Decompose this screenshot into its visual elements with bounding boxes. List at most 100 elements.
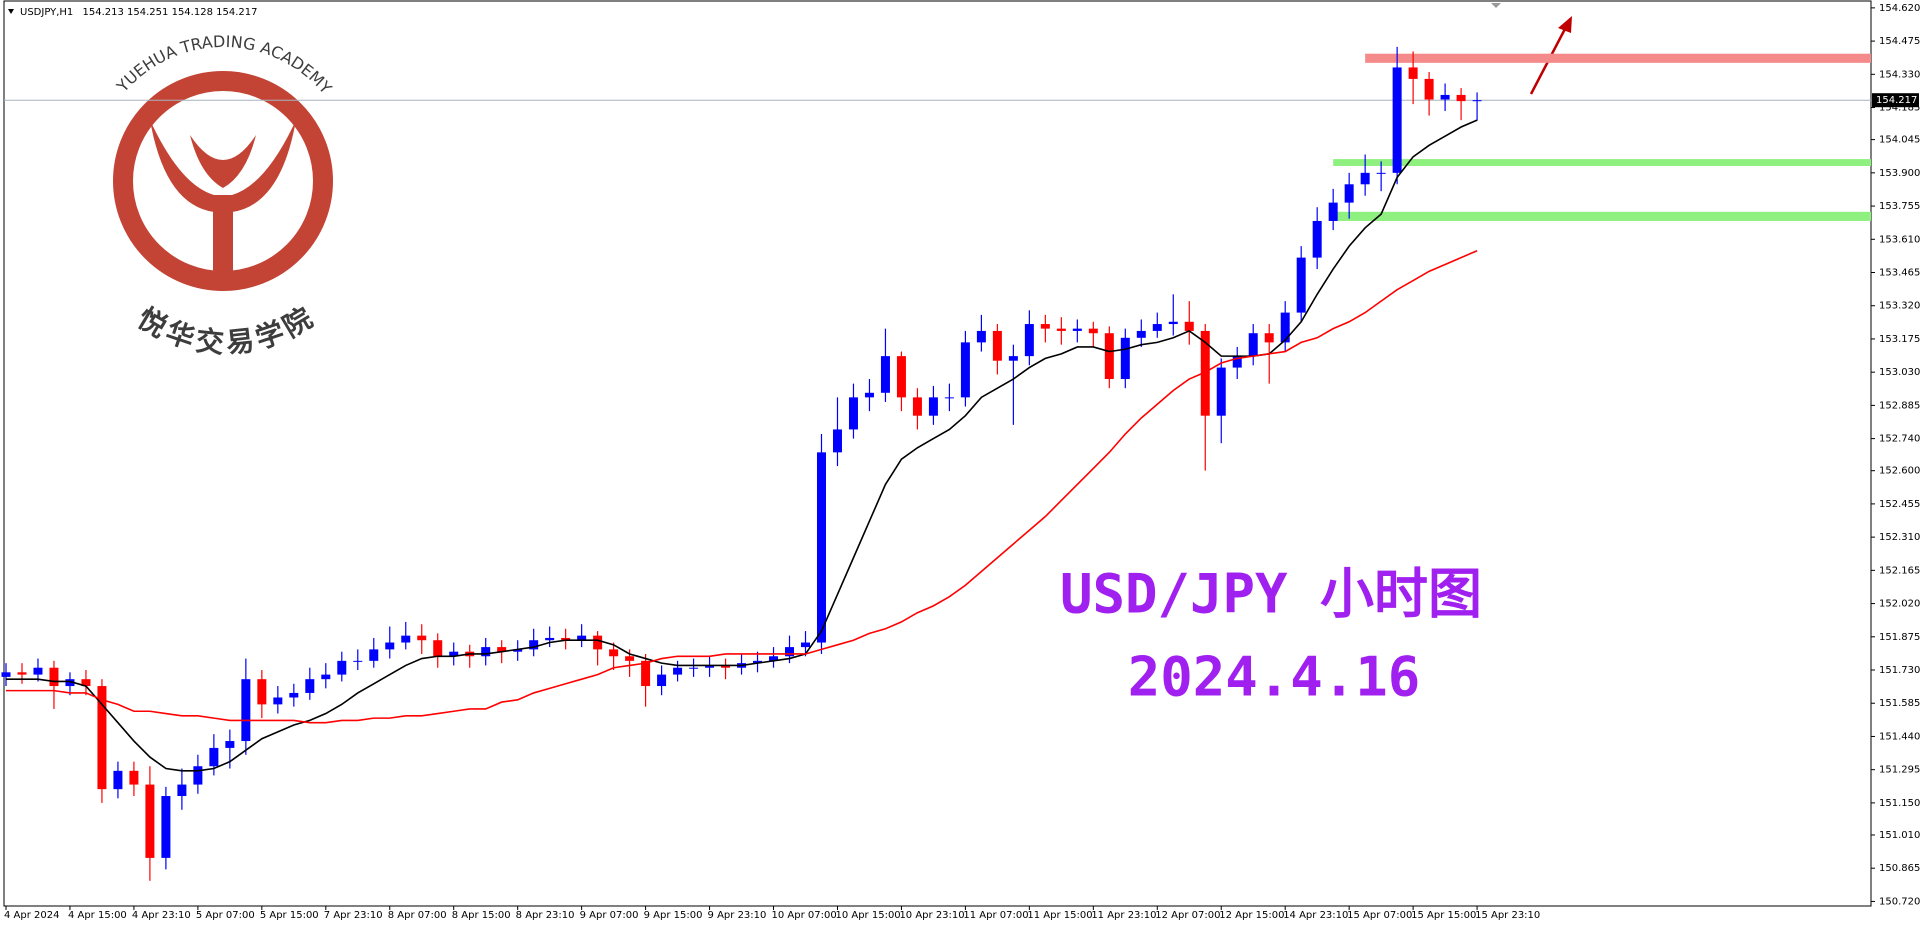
x-tick-label: 4 Apr 2024 (4, 910, 59, 921)
y-tick-label: 154.185 (1879, 103, 1920, 114)
candle-body (785, 647, 795, 657)
candle-body (97, 686, 107, 790)
candle-body (1312, 220, 1322, 258)
y-tick-label: 150.865 (1879, 863, 1920, 874)
candle-body (1056, 328, 1066, 331)
menu-triangle[interactable] (8, 9, 14, 14)
candle-body (433, 640, 443, 657)
y-tick-label: 152.020 (1879, 599, 1920, 610)
y-tick-label: 151.010 (1879, 830, 1920, 841)
candle-body (880, 356, 890, 393)
candle-body (273, 697, 283, 705)
x-tick-label: 5 Apr 07:00 (196, 910, 255, 921)
y-tick-label: 154.045 (1879, 135, 1920, 146)
y-tick-label: 152.740 (1879, 434, 1920, 445)
zone (1333, 211, 1871, 221)
x-tick-label: 7 Apr 23:10 (324, 910, 383, 921)
y-tick-label: 151.440 (1879, 731, 1920, 742)
candle-body (561, 637, 571, 641)
candle-body (960, 342, 970, 398)
candle-body (801, 642, 810, 648)
candle-body (65, 679, 75, 687)
logo-wing (150, 120, 214, 212)
candle-body (832, 429, 842, 453)
candle-body (1200, 330, 1210, 416)
x-tick-label: 15 Apr 07:00 (1347, 910, 1412, 921)
candle-body (369, 649, 379, 661)
x-tick-label: 4 Apr 23:10 (132, 910, 191, 921)
candle-body (241, 679, 251, 742)
candle-body (113, 770, 123, 790)
candle-body (944, 397, 954, 399)
candle-body (976, 330, 986, 343)
header-low: 154.128 (172, 7, 213, 18)
candle-body (657, 674, 667, 687)
y-tick-label: 151.150 (1879, 798, 1920, 809)
candle-body (1440, 94, 1450, 100)
candle-body (864, 392, 874, 398)
zone (1333, 159, 1871, 166)
y-tick-label: 154.330 (1879, 69, 1920, 80)
candle-body (1120, 337, 1130, 380)
candle-body (33, 667, 43, 675)
candle-body (449, 651, 459, 657)
header-open: 154.213 (82, 7, 123, 18)
y-tick-label: 153.320 (1879, 301, 1920, 312)
candle-body (225, 741, 235, 748)
candle-body (401, 635, 411, 643)
candle-body (417, 635, 427, 641)
candle-body (1216, 367, 1226, 416)
candle-body (912, 397, 922, 416)
candle-body (161, 796, 171, 858)
y-tick-label: 151.730 (1879, 665, 1920, 676)
candle-body (1232, 356, 1242, 368)
chart-title: USD/JPY 小时图 (1060, 563, 1482, 626)
candle-body (928, 397, 938, 416)
x-tick-label: 8 Apr 23:10 (516, 910, 575, 921)
candle-body (353, 660, 363, 662)
shift-marker (1491, 3, 1501, 8)
header: USDJPY,H1 154.213 154.251 154.128 154.21… (20, 7, 257, 18)
candle-body (1280, 312, 1290, 343)
y-tick-label: 153.465 (1879, 268, 1920, 279)
candle-body (481, 647, 491, 657)
y-tick-label: 153.755 (1879, 201, 1920, 212)
y-tick-label: 151.875 (1879, 632, 1920, 643)
y-tick-label: 152.165 (1879, 565, 1920, 576)
candle-body (753, 660, 763, 664)
x-tick-label: 9 Apr 07:00 (580, 910, 639, 921)
candle-body (848, 397, 858, 430)
y-tick-label: 153.030 (1879, 367, 1920, 378)
candle-body (1424, 78, 1434, 100)
candle-body (1104, 333, 1114, 380)
candle-body (529, 640, 539, 650)
x-tick-label: 15 Apr 15:00 (1411, 910, 1476, 921)
y-tick-label: 154.475 (1879, 36, 1920, 47)
candle-body (609, 649, 619, 657)
candle-body (1248, 333, 1258, 357)
candle-body (81, 679, 91, 687)
x-tick-label: 10 Apr 23:10 (899, 910, 964, 921)
x-tick-label: 9 Apr 15:00 (644, 910, 703, 921)
zones (1333, 53, 1871, 221)
y-tick-label: 152.455 (1879, 499, 1920, 510)
candle-body (1408, 67, 1418, 79)
candle-body (1264, 333, 1274, 343)
y-tick-label: 151.585 (1879, 698, 1920, 709)
x-tick-label: 9 Apr 23:10 (708, 910, 767, 921)
y-tick-label: 150.720 (1879, 896, 1920, 907)
candle-body (992, 330, 1002, 361)
x-tick-label: 8 Apr 07:00 (388, 910, 447, 921)
candle-body (816, 452, 826, 643)
arrow-head (1558, 16, 1572, 33)
candle-body (689, 667, 699, 669)
y-tick-label: 153.900 (1879, 168, 1920, 179)
candle-body (257, 679, 267, 705)
candle-body (721, 665, 731, 668)
candle-body (545, 637, 555, 641)
candle-body (1072, 328, 1082, 331)
candle-body (305, 679, 315, 693)
candle-body (1136, 330, 1146, 338)
candle-body (1360, 172, 1370, 185)
